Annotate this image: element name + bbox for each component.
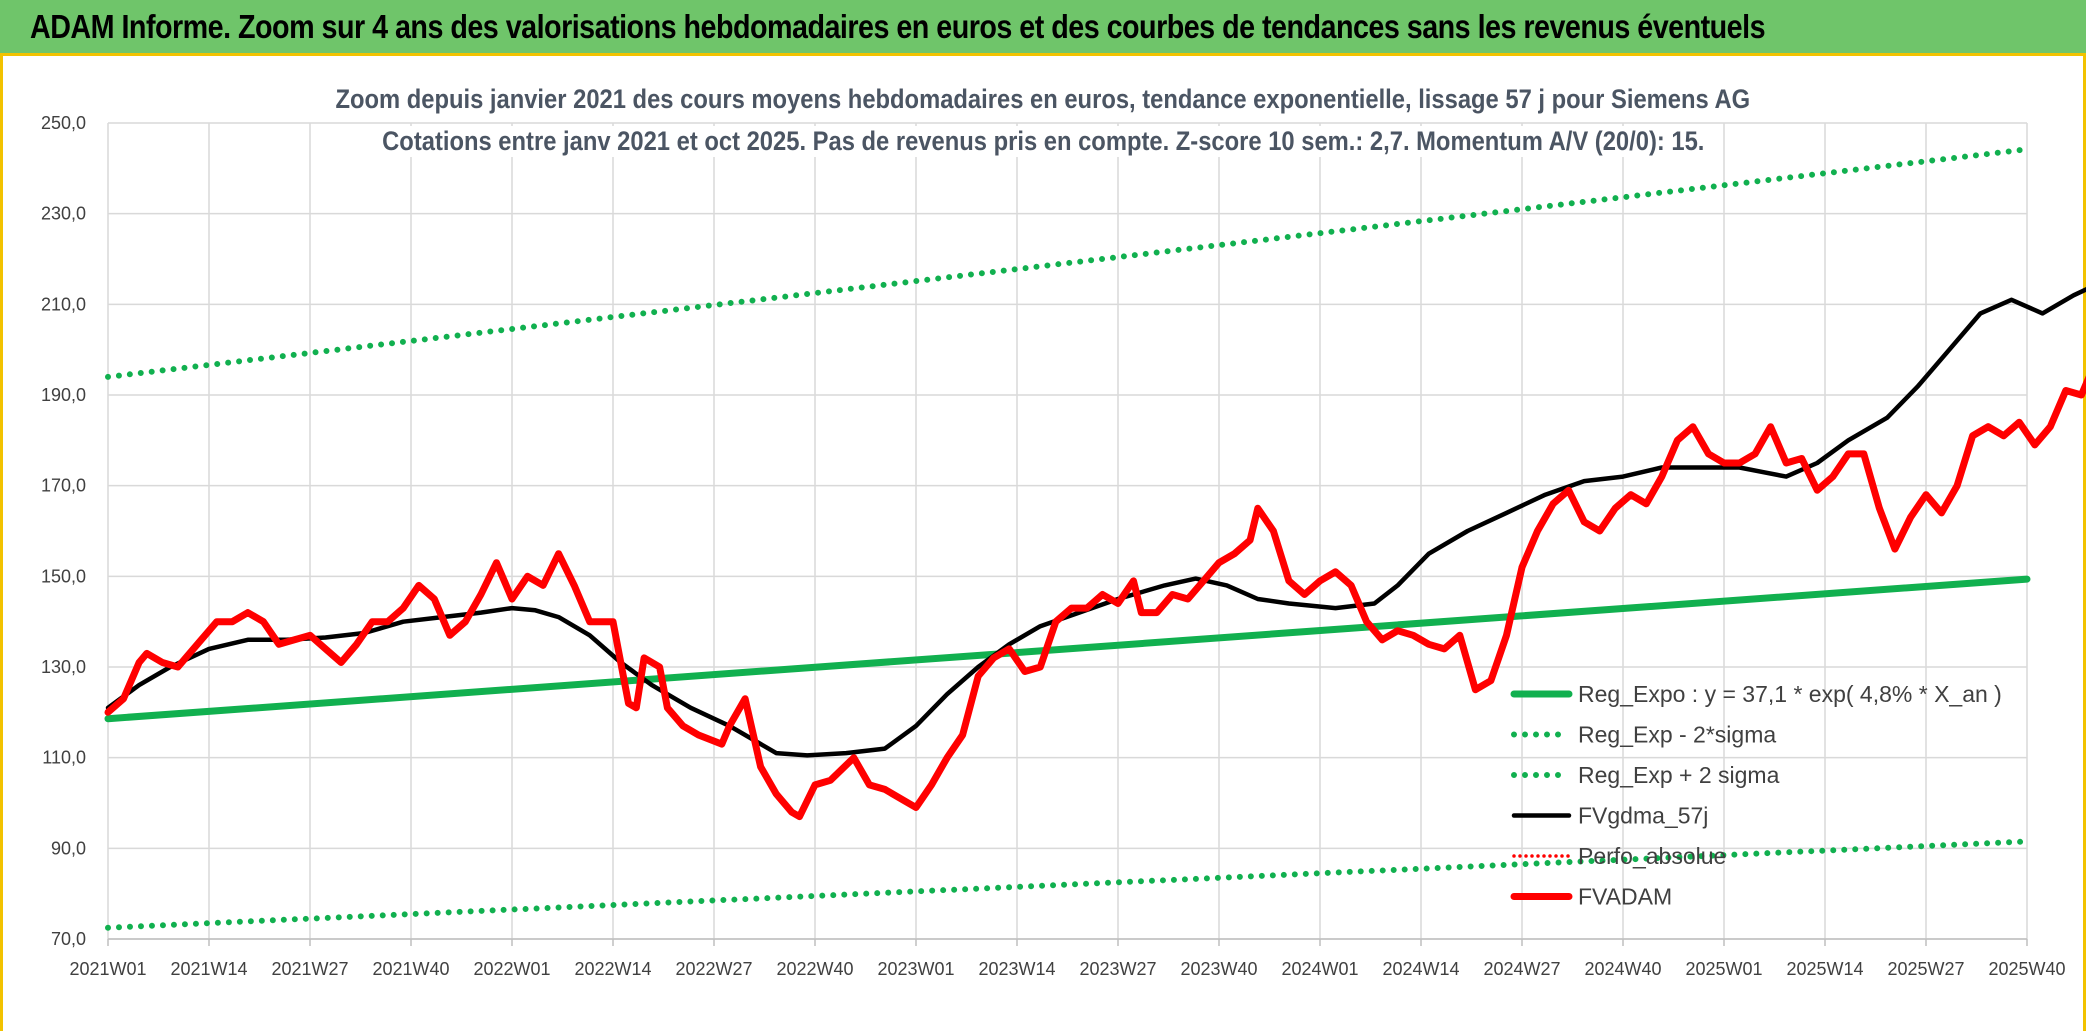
x-tick-label: 2021W40 (372, 959, 449, 979)
y-tick-label: 70,0 (51, 929, 86, 949)
x-tick-label: 2022W40 (776, 959, 853, 979)
x-tick-label: 2023W27 (1079, 959, 1156, 979)
report-title: ADAM Informe. Zoom sur 4 ans des valoris… (30, 8, 1766, 45)
legend: Reg_Expo : y = 37,1 * exp( 4,8% * X_an )… (1510, 681, 2002, 910)
x-tick-label: 2021W01 (69, 959, 146, 979)
y-tick-label: 210,0 (41, 294, 86, 314)
legend-label: Reg_Exp - 2*sigma (1578, 722, 1776, 748)
series-line-2 (105, 146, 2030, 380)
x-tick-label: 2024W40 (1584, 959, 1661, 979)
x-tick-label: 2021W14 (170, 959, 247, 979)
legend-label: Reg_Exp + 2 sigma (1578, 762, 1780, 788)
x-tick-label: 2025W40 (1988, 959, 2065, 979)
series-line-1 (105, 838, 2030, 931)
series-line-0 (104, 575, 2031, 723)
x-tick-label: 2021W27 (271, 959, 348, 979)
chart-subtitle: Cotations entre janv 2021 et oct 2025. P… (0, 126, 2086, 157)
series-line-3 (105, 287, 2086, 758)
x-tick-label: 2022W01 (473, 959, 550, 979)
legend-label: FVgdma_57j (1578, 803, 1708, 829)
y-tick-label: 190,0 (41, 385, 86, 405)
y-tick-label: 110,0 (42, 748, 86, 768)
x-tick-label: 2025W01 (1685, 959, 1762, 979)
x-tick-label: 2025W14 (1786, 959, 1863, 979)
chart-grid (107, 122, 2028, 940)
chart-frame (0, 56, 2086, 1031)
series-lines (104, 146, 2086, 931)
report-banner: ADAM Informe. Zoom sur 4 ans des valoris… (0, 0, 2086, 56)
x-tick-label: 2024W27 (1483, 959, 1560, 979)
legend-label: Reg_Expo : y = 37,1 * exp( 4,8% * X_an ) (1578, 681, 2002, 707)
x-tick-label: 2023W40 (1180, 959, 1257, 979)
legend-label: Perfo_absolue (1578, 843, 1726, 869)
y-tick-label: 150,0 (41, 566, 86, 586)
x-tick-label: 2023W14 (978, 959, 1055, 979)
x-tick-label: 2023W01 (877, 959, 954, 979)
x-axis: 2021W01 2021W14 2021W27 2021W40 2022W01 2022W… (69, 938, 2066, 979)
series-line-5 (104, 375, 2086, 821)
x-tick-label: 2024W14 (1382, 959, 1459, 979)
y-tick-label: 250,0 (41, 113, 86, 133)
x-tick-label: 2024W01 (1281, 959, 1358, 979)
legend-label: FVADAM (1578, 884, 1672, 910)
y-tick-label: 130,0 (41, 657, 86, 677)
y-tick-label: 170,0 (41, 476, 86, 496)
y-axis: 70,0 90,0 110,0 130,0 150,0 170,0 190,0 210,0 23… (41, 113, 86, 949)
y-tick-label: 230,0 (41, 204, 86, 224)
x-tick-label: 2025W27 (1887, 959, 1964, 979)
x-tick-label: 2022W14 (574, 959, 651, 979)
y-tick-label: 90,0 (51, 838, 86, 858)
chart-title: Zoom depuis janvier 2021 des cours moyen… (0, 84, 2086, 115)
x-tick-label: 2022W27 (675, 959, 752, 979)
